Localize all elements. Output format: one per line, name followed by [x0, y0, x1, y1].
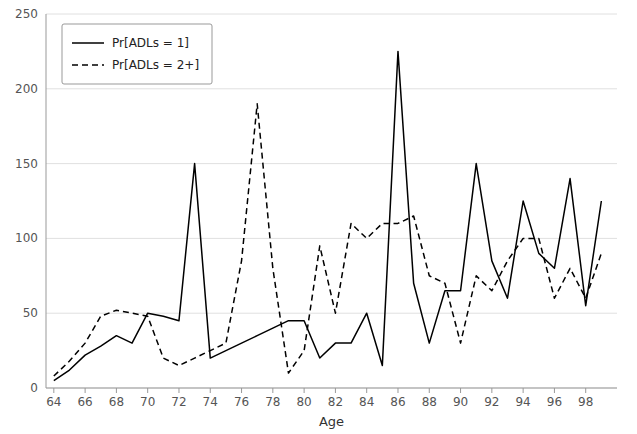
x-tick-label: 90: [453, 395, 468, 409]
x-tick-label: 98: [578, 395, 593, 409]
y-tick-label: 200: [15, 82, 38, 96]
y-axis-line: [46, 14, 47, 388]
x-tick-label: 84: [359, 395, 374, 409]
x-tick: [335, 388, 336, 393]
x-tick: [366, 388, 367, 393]
y-tick-label: 150: [15, 157, 38, 171]
x-tick: [397, 388, 398, 393]
y-tick-label: 50: [23, 306, 38, 320]
x-tick-label: 86: [390, 395, 405, 409]
legend-label: Pr[ADLs = 1]: [112, 36, 189, 50]
legend-label: Pr[ADLs = 2+]: [112, 58, 199, 72]
x-tick-label: 96: [547, 395, 562, 409]
x-tick-label: 82: [328, 395, 343, 409]
x-tick: [116, 388, 117, 393]
x-tick-label: 94: [515, 395, 530, 409]
x-tick: [85, 388, 86, 393]
background: [0, 0, 637, 434]
x-tick-label: 74: [203, 395, 218, 409]
x-tick: [523, 388, 524, 393]
plot-area: [54, 51, 602, 380]
x-tick-label: 68: [109, 395, 124, 409]
y-tick-label: 250: [15, 7, 38, 21]
x-tick: [429, 388, 430, 393]
chart: 0 50 100 150 200 250 64 66 68 70 72 74 76 78 80 82 84 86 8…: [0, 0, 637, 434]
legend-swatch: [72, 64, 104, 66]
grid-line: [46, 14, 617, 15]
series-line: [54, 51, 602, 380]
legend: Pr[ADLs = 1] Pr[ADLs = 2+]: [62, 24, 212, 84]
x-tick-label: 76: [234, 395, 249, 409]
x-tick: [53, 388, 54, 393]
series-line: [54, 104, 602, 376]
x-tick: [178, 388, 179, 393]
legend-box: [62, 24, 212, 84]
x-tick: [147, 388, 148, 393]
x-tick-label: 88: [422, 395, 437, 409]
x-tick: [272, 388, 273, 393]
x-tick: [460, 388, 461, 393]
x-tick-label: 72: [171, 395, 186, 409]
x-tick: [210, 388, 211, 393]
grid: [46, 14, 617, 388]
grid-line: [46, 163, 617, 164]
x-tick-label: 64: [46, 395, 61, 409]
y-tick-label: 100: [15, 231, 38, 245]
x-tick: [304, 388, 305, 393]
x-axis-label: Age: [319, 414, 344, 429]
x-tick: [554, 388, 555, 393]
legend-swatch: [72, 42, 104, 44]
x-axis-line: [46, 388, 617, 389]
x-tick-label: 92: [484, 395, 499, 409]
x-tick-label: 78: [265, 395, 280, 409]
grid-line: [46, 388, 617, 389]
x-tick: [491, 388, 492, 393]
x-tick: [585, 388, 586, 393]
x-tick: [241, 388, 242, 393]
x-tick-label: 70: [140, 395, 155, 409]
x-tick-label: 80: [296, 395, 311, 409]
grid-line: [46, 313, 617, 314]
grid-line: [46, 88, 617, 89]
x-tick-label: 66: [77, 395, 92, 409]
y-tick-label: 0: [30, 381, 38, 395]
